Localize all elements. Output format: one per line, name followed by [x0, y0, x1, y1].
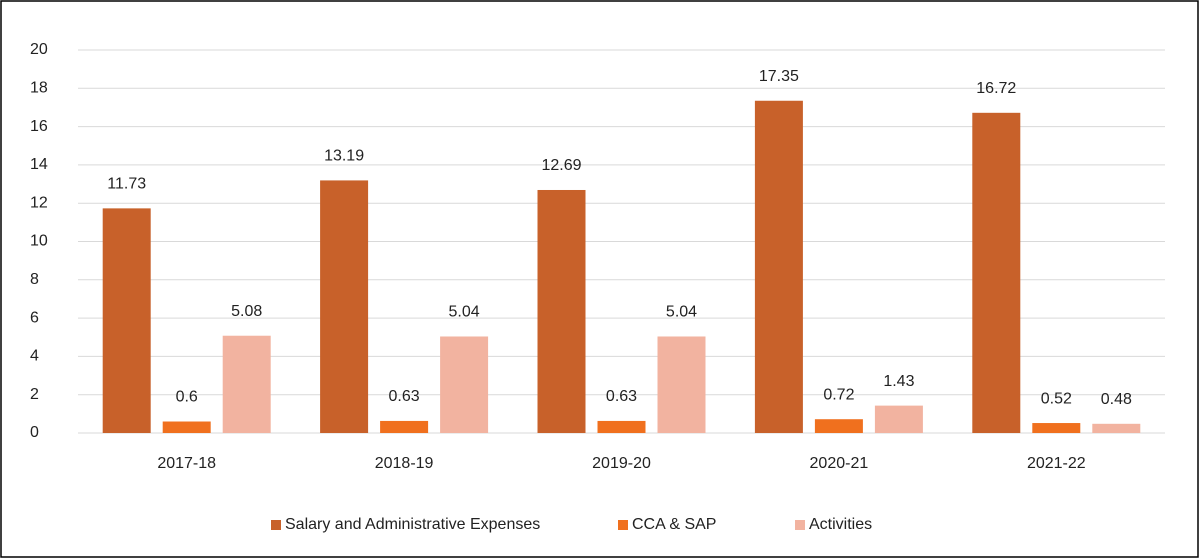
data-label: 5.04 — [449, 304, 480, 321]
bar — [162, 421, 211, 433]
y-tick-label: 20 — [30, 41, 48, 58]
x-tick-label: 2019-20 — [592, 455, 651, 472]
legend-label: Activities — [809, 516, 872, 533]
bar — [754, 100, 803, 433]
y-tick-label: 4 — [30, 348, 39, 365]
legend-swatch — [271, 520, 281, 530]
data-label: 5.08 — [231, 303, 262, 320]
x-tick-label: 2017-18 — [157, 455, 216, 472]
y-tick-label: 16 — [30, 118, 48, 135]
data-label: 12.69 — [541, 157, 581, 174]
legend-label: Salary and Administrative Expenses — [285, 516, 540, 533]
legend-label: CCA & SAP — [632, 516, 716, 533]
bar — [657, 336, 706, 433]
y-tick-label: 10 — [30, 233, 48, 250]
bar — [537, 189, 586, 433]
data-label: 0.6 — [176, 389, 198, 406]
bar — [972, 112, 1021, 433]
x-tick-label: 2021-22 — [1027, 455, 1086, 472]
x-tick-label: 2020-21 — [810, 455, 869, 472]
y-tick-label: 12 — [30, 194, 48, 211]
data-label: 0.63 — [389, 388, 420, 405]
bar — [102, 208, 151, 433]
y-tick-label: 14 — [30, 156, 48, 173]
data-label: 5.04 — [666, 304, 697, 321]
y-tick-label: 8 — [30, 271, 39, 288]
data-label: 0.63 — [606, 388, 637, 405]
data-label: 11.73 — [107, 176, 146, 193]
bar — [1092, 423, 1141, 433]
data-label: 0.52 — [1041, 390, 1072, 407]
data-label: 0.72 — [823, 386, 854, 403]
data-label: 16.72 — [976, 80, 1016, 97]
data-label: 13.19 — [324, 148, 364, 165]
legend-swatch — [618, 520, 628, 530]
bar — [222, 335, 271, 433]
data-label: 17.35 — [759, 68, 799, 85]
bar — [1032, 423, 1081, 433]
bar — [874, 405, 923, 433]
x-tick-label: 2018-19 — [375, 455, 434, 472]
legend-swatch — [795, 520, 805, 530]
y-tick-label: 18 — [30, 80, 48, 97]
bar — [440, 336, 489, 433]
y-tick-label: 0 — [30, 424, 39, 441]
bar — [380, 420, 429, 433]
bar — [320, 180, 369, 433]
y-tick-label: 6 — [30, 309, 39, 326]
bar — [814, 419, 863, 433]
bar — [597, 420, 646, 433]
data-label: 1.43 — [883, 373, 914, 390]
data-label: 0.48 — [1101, 391, 1132, 408]
y-tick-label: 2 — [30, 386, 39, 403]
